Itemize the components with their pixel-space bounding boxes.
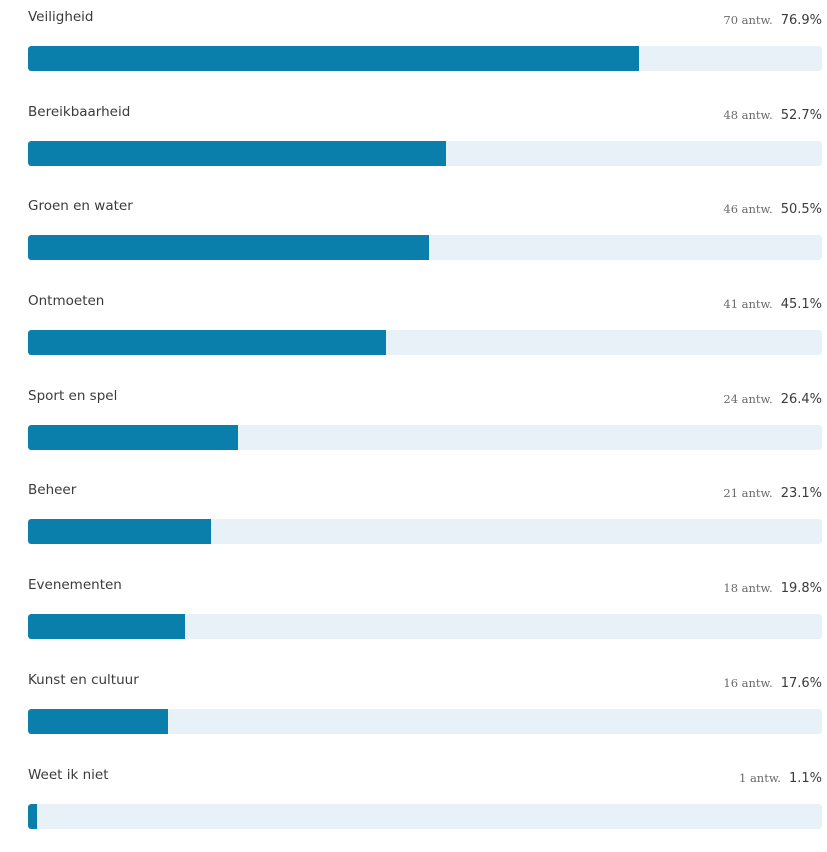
category-label: Veiligheid <box>28 9 94 25</box>
bar-track <box>28 425 822 450</box>
bar-fill <box>28 330 386 355</box>
bar-fill <box>28 425 238 450</box>
bar-track <box>28 519 822 544</box>
bar-track <box>28 46 822 71</box>
answer-count-label: 16 antw. <box>723 676 772 690</box>
category-label: Beheer <box>28 482 76 498</box>
result-row: Kunst en cultuur 16 antw. 17.6% <box>28 663 822 758</box>
category-label: Evenementen <box>28 577 122 593</box>
result-stats: 48 antw. 52.7% <box>723 104 822 123</box>
percentage-label: 23.1% <box>781 486 822 501</box>
results-chart: Veiligheid 70 antw. 76.9% Bereikbaarheid 48 … <box>28 0 822 852</box>
answer-count-label: 46 antw. <box>723 202 772 216</box>
result-stats: 24 antw. 26.4% <box>723 388 822 407</box>
bar-fill <box>28 804 37 829</box>
bar-fill <box>28 709 168 734</box>
percentage-label: 17.6% <box>781 676 822 691</box>
category-label: Ontmoeten <box>28 293 104 309</box>
answer-count-label: 1 antw. <box>739 771 781 785</box>
answer-count-label: 18 antw. <box>723 581 772 595</box>
answer-count-label: 41 antw. <box>723 297 772 311</box>
result-row: Evenementen 18 antw. 19.8% <box>28 568 822 663</box>
result-row: Groen en water 46 antw. 50.5% <box>28 189 822 284</box>
result-row: Ontmoeten 41 antw. 45.1% <box>28 284 822 379</box>
result-row: Weet ik niet 1 antw. 1.1% <box>28 758 822 852</box>
result-stats: 1 antw. 1.1% <box>739 767 822 786</box>
category-label: Groen en water <box>28 198 133 214</box>
bar-track <box>28 330 822 355</box>
bar-fill <box>28 46 639 71</box>
answer-count-label: 70 antw. <box>723 13 772 27</box>
percentage-label: 26.4% <box>781 392 822 407</box>
bar-fill <box>28 519 211 544</box>
bar-track <box>28 709 822 734</box>
result-row: Beheer 21 antw. 23.1% <box>28 473 822 568</box>
category-label: Sport en spel <box>28 388 117 404</box>
result-stats: 46 antw. 50.5% <box>723 198 822 217</box>
bar-fill <box>28 141 446 166</box>
result-row: Sport en spel 24 antw. 26.4% <box>28 379 822 474</box>
result-row: Veiligheid 70 antw. 76.9% <box>28 0 822 95</box>
bar-fill <box>28 235 429 260</box>
percentage-label: 76.9% <box>781 13 822 28</box>
result-stats: 70 antw. 76.9% <box>723 9 822 28</box>
answer-count-label: 21 antw. <box>723 486 772 500</box>
category-label: Weet ik niet <box>28 767 109 783</box>
category-label: Kunst en cultuur <box>28 672 139 688</box>
percentage-label: 45.1% <box>781 297 822 312</box>
percentage-label: 19.8% <box>781 581 822 596</box>
result-stats: 18 antw. 19.8% <box>723 577 822 596</box>
category-label: Bereikbaarheid <box>28 104 130 120</box>
percentage-label: 52.7% <box>781 108 822 123</box>
bar-fill <box>28 614 185 639</box>
bar-track <box>28 614 822 639</box>
result-stats: 16 antw. 17.6% <box>723 672 822 691</box>
bar-track <box>28 235 822 260</box>
result-stats: 21 antw. 23.1% <box>723 482 822 501</box>
percentage-label: 1.1% <box>789 771 822 786</box>
bar-track <box>28 804 822 829</box>
bar-track <box>28 141 822 166</box>
result-stats: 41 antw. 45.1% <box>723 293 822 312</box>
answer-count-label: 48 antw. <box>723 108 772 122</box>
percentage-label: 50.5% <box>781 202 822 217</box>
result-row: Bereikbaarheid 48 antw. 52.7% <box>28 95 822 190</box>
answer-count-label: 24 antw. <box>723 392 772 406</box>
